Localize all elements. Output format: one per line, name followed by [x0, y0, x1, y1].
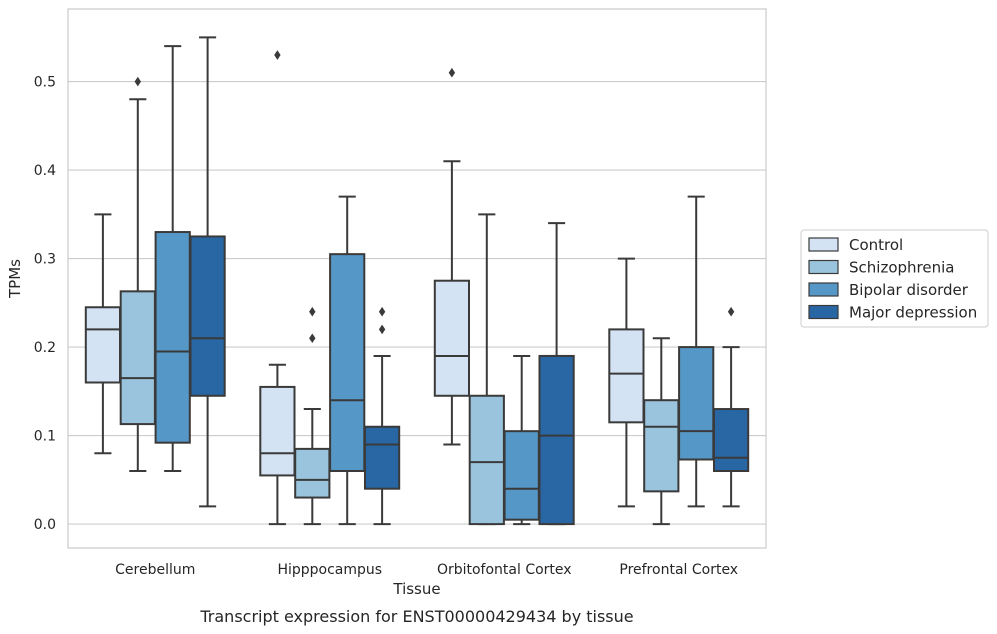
- iqr-box: [294, 447, 331, 499]
- iqr-box: [678, 346, 715, 461]
- chart-caption: Transcript expression for ENST0000042943…: [199, 607, 633, 626]
- x-tick-label: Prefrontal Cortex: [619, 562, 738, 578]
- y-tick-label: 0.5: [34, 75, 56, 91]
- box: [294, 306, 331, 526]
- box: [712, 306, 750, 508]
- legend-swatch: [808, 237, 839, 252]
- legend-label: Bipolar disorder: [849, 281, 969, 299]
- box: [503, 354, 540, 526]
- plot-area: [67, 8, 767, 549]
- legend-box: [800, 229, 989, 328]
- y-tick-label: 0.4: [34, 163, 56, 179]
- y-tick-label: 0.2: [34, 340, 56, 356]
- legend-label: Control: [849, 236, 903, 254]
- box: [84, 213, 122, 455]
- box: [643, 337, 680, 526]
- y-axis-ticks: 0.0 0.1 0.2 0.3 0.4 0.5: [34, 75, 56, 534]
- iqr-box: [468, 394, 505, 526]
- legend: Control Schizophrenia Bipolar disorder Majo…: [800, 229, 989, 328]
- x-tick-label: Cerebellum: [115, 562, 195, 578]
- iqr-box: [259, 385, 296, 477]
- box: [119, 76, 156, 472]
- legend-label: Major depression: [849, 304, 977, 322]
- box: [329, 195, 366, 526]
- iqr-box: [189, 235, 226, 397]
- y-tick-label: 0.0: [34, 517, 56, 533]
- x-axis-label: Tissue: [392, 580, 440, 598]
- x-axis-ticks: Cerebellum Hipppocampus Orbitofontal Corte…: [115, 562, 738, 578]
- outlier-point: [134, 76, 141, 87]
- box: [468, 213, 505, 526]
- legend-swatch: [808, 259, 839, 275]
- iqr-box: [643, 399, 680, 493]
- y-axis-label: TPMs: [6, 259, 24, 299]
- y-tick-label: 0.1: [34, 429, 56, 445]
- outlier-point: [727, 306, 735, 317]
- iqr-box: [433, 279, 471, 397]
- box-series: [84, 36, 750, 526]
- box: [363, 306, 401, 526]
- iqr-box: [84, 306, 122, 384]
- x-tick-label: Hipppocampus: [277, 562, 382, 578]
- x-tick-label: Orbitofontal Cortex: [437, 562, 572, 578]
- box: [538, 222, 575, 526]
- iqr-box: [154, 231, 191, 444]
- outlier-point: [448, 67, 456, 78]
- outlier-point: [309, 333, 316, 344]
- iqr-box: [329, 253, 366, 472]
- iqr-box: [712, 408, 750, 473]
- box: [433, 67, 471, 446]
- legend-label: Schizophrenia: [849, 259, 954, 277]
- outlier-point: [378, 306, 386, 317]
- iqr-box: [503, 430, 540, 521]
- iqr-box: [363, 425, 401, 490]
- box: [608, 257, 645, 508]
- legend-swatch: [808, 282, 839, 297]
- box: [189, 36, 226, 508]
- box: [259, 50, 296, 526]
- outlier-point: [274, 50, 281, 60]
- outlier-point: [309, 306, 316, 317]
- y-tick-label: 0.3: [34, 252, 56, 268]
- box: [678, 195, 715, 508]
- iqr-box: [608, 328, 645, 424]
- legend-swatch: [808, 304, 839, 320]
- iqr-box: [538, 354, 575, 526]
- outlier-point: [378, 324, 386, 335]
- box: [154, 45, 191, 472]
- iqr-box: [119, 290, 156, 426]
